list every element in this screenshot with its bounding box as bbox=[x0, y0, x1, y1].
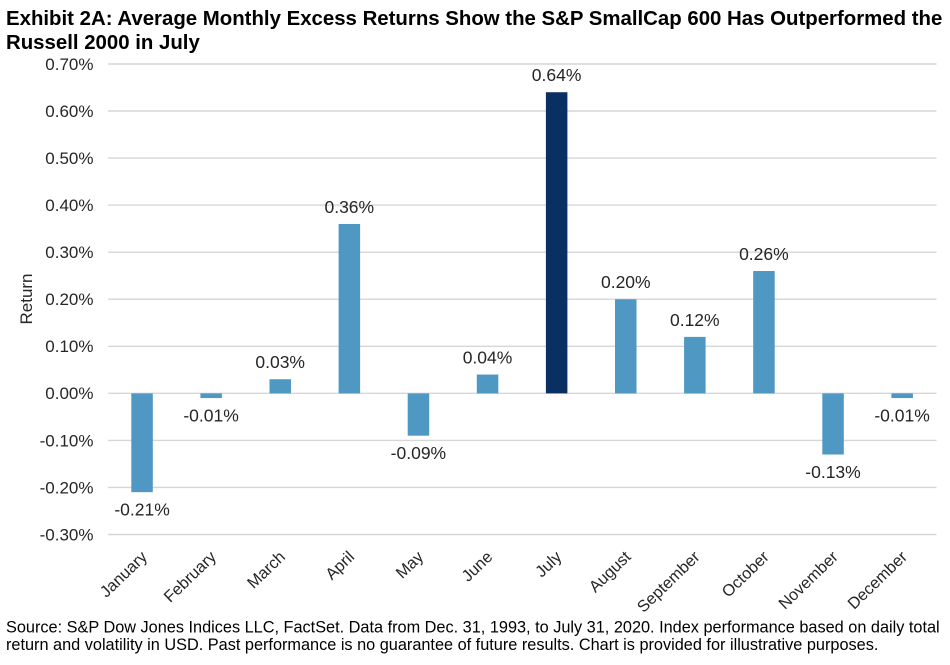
svg-text:0.12%: 0.12% bbox=[670, 310, 720, 330]
svg-text:-0.10%: -0.10% bbox=[40, 431, 94, 450]
svg-text:-0.09%: -0.09% bbox=[391, 443, 446, 463]
svg-text:0.50%: 0.50% bbox=[45, 149, 93, 168]
svg-text:0.10%: 0.10% bbox=[45, 337, 93, 356]
svg-text:-0.30%: -0.30% bbox=[40, 525, 94, 544]
svg-text:-0.01%: -0.01% bbox=[874, 406, 929, 426]
svg-text:0.20%: 0.20% bbox=[45, 290, 93, 309]
svg-text:-0.20%: -0.20% bbox=[40, 478, 94, 497]
svg-text:Return: Return bbox=[17, 273, 36, 324]
svg-text:0.03%: 0.03% bbox=[255, 352, 305, 372]
svg-text:return and volatility in USD.: return and volatility in USD. Past perfo… bbox=[6, 636, 878, 654]
svg-text:0.40%: 0.40% bbox=[45, 196, 93, 215]
svg-text:0.64%: 0.64% bbox=[532, 65, 582, 85]
svg-text:0.70%: 0.70% bbox=[45, 55, 93, 74]
svg-text:Russell 2000 in July: Russell 2000 in July bbox=[6, 32, 200, 54]
svg-text:-0.01%: -0.01% bbox=[183, 406, 238, 426]
svg-text:-0.21%: -0.21% bbox=[114, 500, 169, 520]
svg-text:0.60%: 0.60% bbox=[45, 102, 93, 121]
svg-text:0.26%: 0.26% bbox=[739, 244, 789, 264]
svg-text:0.30%: 0.30% bbox=[45, 243, 93, 262]
svg-text:Source: S&P Dow Jones Indices: Source: S&P Dow Jones Indices LLC, FactS… bbox=[6, 619, 940, 637]
svg-text:0.04%: 0.04% bbox=[463, 348, 513, 368]
svg-text:-0.13%: -0.13% bbox=[805, 462, 860, 482]
svg-text:0.20%: 0.20% bbox=[601, 272, 651, 292]
svg-text:0.00%: 0.00% bbox=[45, 384, 93, 403]
svg-text:0.36%: 0.36% bbox=[324, 197, 374, 217]
svg-text:Exhibit 2A: Average Monthly Ex: Exhibit 2A: Average Monthly Excess Retur… bbox=[6, 8, 942, 30]
